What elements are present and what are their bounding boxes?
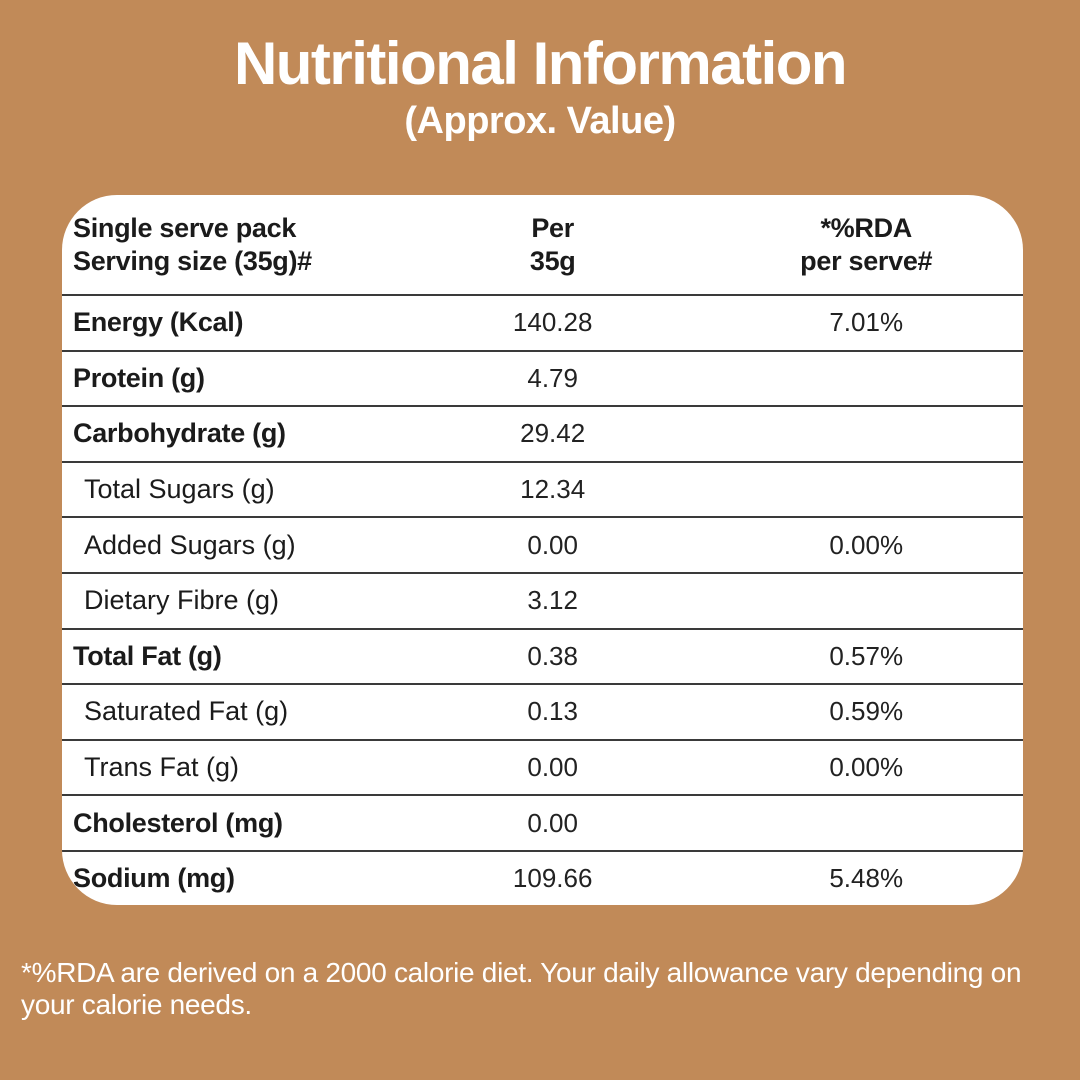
table-row: Dietary Fibre (g) 3.12 (62, 571, 1023, 629)
rda-value (709, 571, 1023, 629)
nutrient-label: Total Fat (g) (62, 627, 396, 685)
rda-value: 0.59% (709, 683, 1023, 740)
table-row: Sodium (mg) 109.66 5.48% (62, 849, 1023, 905)
nutrient-label: Energy (Kcal) (62, 294, 396, 351)
per-serve-value: 0.38 (395, 627, 710, 685)
nutrient-label: Carbohydrate (g) (62, 405, 396, 462)
table-row: Energy (Kcal) 140.28 7.01% (62, 294, 1023, 351)
table-row: Protein (g) 4.79 (62, 349, 1023, 407)
rda-value (709, 349, 1023, 407)
header-serving-line2: Serving size (35g)# (73, 245, 312, 276)
header-per-line1: Per (531, 213, 574, 244)
per-serve-value: 0.00 (395, 516, 710, 573)
header-serving-info: Single serve pack Serving size (35g)# (62, 195, 396, 295)
nutrient-label: Cholesterol (mg) (62, 794, 396, 851)
header-serving-line1: Single serve pack (73, 213, 297, 244)
per-serve-value: 109.66 (395, 849, 710, 905)
rda-value: 7.01% (709, 294, 1023, 351)
nutrient-label: Trans Fat (g) (62, 738, 396, 796)
footnote-line2: your calorie needs. (21, 989, 252, 1021)
nutrition-table: Single serve pack Serving size (35g)# Pe… (62, 195, 1023, 905)
rda-value: 0.00% (709, 738, 1023, 796)
rda-value: 0.00% (709, 516, 1023, 573)
nutrient-label: Added Sugars (g) (62, 516, 396, 573)
table-row: Saturated Fat (g) 0.13 0.59% (62, 683, 1023, 740)
rda-value (709, 460, 1023, 518)
nutrient-label: Protein (g) (62, 349, 396, 407)
footnote-line1: *%RDA are derived on a 2000 calorie diet… (21, 957, 1022, 988)
footnote: *%RDA are derived on a 2000 calorie diet… (21, 957, 1067, 1021)
nutrient-label: Total Sugars (g) (62, 460, 396, 518)
table-row: Total Fat (g) 0.38 0.57% (62, 627, 1023, 685)
header-rda-line1: *%RDA (820, 213, 912, 244)
header-per-serve: Per 35g (396, 195, 710, 295)
table-row: Cholesterol (mg) 0.00 (62, 794, 1023, 851)
nutrient-label: Saturated Fat (g) (62, 683, 396, 740)
table-header-row: Single serve pack Serving size (35g)# Pe… (62, 195, 1023, 295)
per-serve-value: 0.00 (395, 794, 710, 851)
page-subtitle: (Approx. Value) (404, 100, 676, 142)
rda-value: 5.48% (709, 849, 1023, 905)
table-row: Total Sugars (g) 12.34 (62, 460, 1023, 518)
header-per-line2: 35g (529, 245, 576, 276)
per-serve-value: 12.34 (395, 460, 710, 518)
nutrition-card: Single serve pack Serving size (35g)# Pe… (62, 195, 1023, 905)
per-serve-value: 0.00 (395, 738, 710, 796)
per-serve-value: 0.13 (395, 683, 710, 740)
page-title: Nutritional Information (233, 30, 848, 97)
nutrient-label: Sodium (mg) (62, 849, 396, 905)
per-serve-value: 4.79 (395, 349, 710, 407)
table-row: Added Sugars (g) 0.00 0.00% (62, 516, 1023, 573)
per-serve-value: 140.28 (395, 294, 710, 351)
table-row: Carbohydrate (g) 29.42 (62, 405, 1023, 462)
rda-value (709, 794, 1023, 851)
table-row: Trans Fat (g) 0.00 0.00% (62, 738, 1023, 796)
header-rda-line2: per serve# (800, 245, 933, 276)
nutrient-label: Dietary Fibre (g) (62, 571, 396, 629)
per-serve-value: 3.12 (395, 571, 710, 629)
per-serve-value: 29.42 (395, 405, 710, 462)
header-rda: *%RDA per serve# (709, 195, 1023, 295)
rda-value: 0.57% (709, 627, 1023, 685)
rda-value (709, 405, 1023, 462)
